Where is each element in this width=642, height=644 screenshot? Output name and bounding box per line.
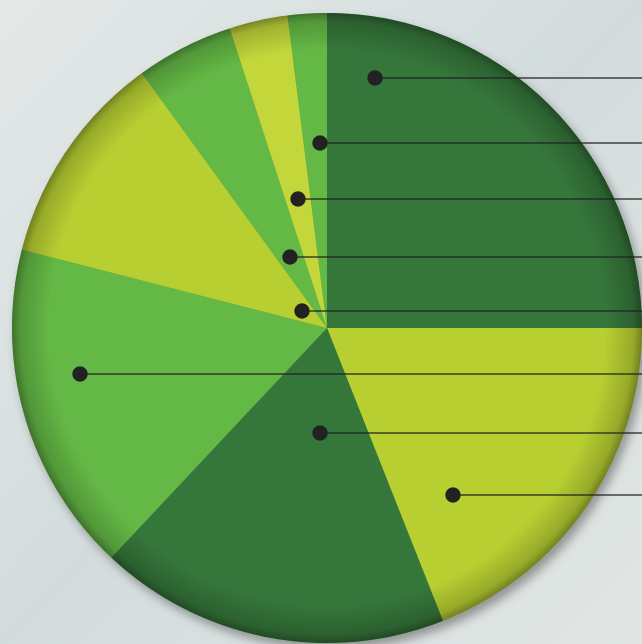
pie-rim xyxy=(12,13,642,643)
leader-lines xyxy=(72,70,642,503)
leader-dot xyxy=(367,70,383,86)
leader-dot xyxy=(294,303,310,319)
leader-dot xyxy=(290,191,306,207)
leader-dot xyxy=(312,425,328,441)
leader-dot xyxy=(72,366,88,382)
leader-dot xyxy=(312,135,328,151)
leader-dot xyxy=(282,249,298,265)
leader-dot xyxy=(445,487,461,503)
